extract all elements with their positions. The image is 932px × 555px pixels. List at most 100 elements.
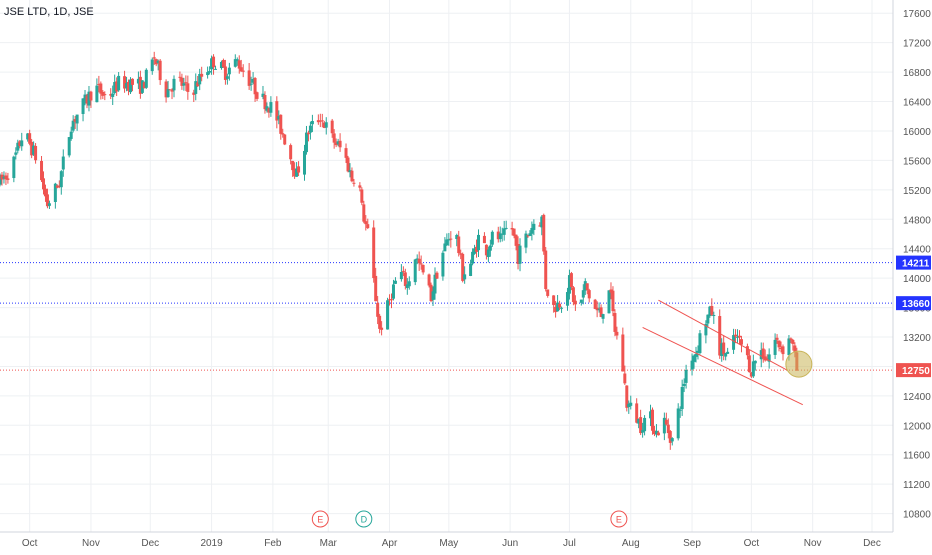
candle-body (251, 78, 255, 83)
candle-body (348, 170, 352, 173)
event-badge (610, 510, 628, 528)
candle-body (609, 289, 613, 293)
candle-body (156, 60, 160, 63)
candle-body (233, 59, 237, 67)
candle-body (597, 309, 601, 311)
candle-body (652, 430, 656, 435)
candle-body (427, 274, 431, 286)
candle-body (524, 233, 528, 248)
candle-body (101, 91, 105, 96)
candle-body (684, 369, 688, 383)
price-tick-label: 16400 (903, 98, 931, 109)
candle-body (144, 69, 148, 88)
candle-body (767, 354, 771, 362)
event-label: E (317, 515, 323, 525)
candle-body (210, 58, 214, 70)
candle-body (295, 168, 299, 177)
candle-body (518, 245, 522, 264)
candle-body (310, 121, 314, 125)
candle-body (749, 372, 753, 377)
candle-body (170, 90, 174, 92)
candle-body (787, 338, 791, 356)
candle-body (680, 387, 684, 410)
candle-body (196, 82, 200, 87)
candle-body (42, 178, 45, 190)
time-tick-label: Oct (22, 538, 38, 549)
candle-body (263, 95, 267, 110)
candle-body (154, 59, 158, 65)
candle-body (457, 236, 461, 254)
candle-body (722, 342, 726, 355)
candle-body (89, 91, 93, 101)
candle-body (732, 335, 736, 350)
candle-body (152, 57, 156, 59)
candle-body (172, 78, 176, 91)
candle-body (459, 253, 463, 255)
candle-body (374, 275, 378, 302)
highlight-marker (785, 350, 813, 378)
price-axis: 1080011200116001200012400128001320013600… (892, 0, 931, 532)
candle-body (61, 156, 65, 170)
candle-body (219, 61, 223, 69)
price-tick-label: 10800 (903, 510, 931, 521)
candle-body (419, 263, 423, 265)
candle-body (164, 81, 168, 98)
candle-body (212, 56, 216, 68)
candle-body (16, 142, 20, 151)
candle-body (461, 253, 465, 281)
candle-body (32, 145, 36, 155)
candle-body (678, 409, 682, 411)
candle-body (71, 120, 75, 131)
candle-body (136, 78, 140, 84)
candle-body (269, 102, 273, 113)
time-tick-label: Apr (382, 538, 398, 549)
candle-body (516, 244, 520, 264)
candle-body (583, 281, 587, 291)
candle-body (192, 92, 196, 95)
candle-body (538, 225, 542, 227)
candle-body (625, 385, 629, 408)
candle-body (138, 76, 142, 94)
candle-body (510, 228, 514, 230)
candle-body (777, 340, 781, 348)
candle-body (475, 246, 479, 252)
candle-body (83, 94, 87, 100)
candle-body (759, 350, 763, 360)
candle-body (18, 141, 22, 146)
candle-body (532, 223, 536, 230)
candle-body (40, 160, 44, 181)
candle-body (565, 292, 569, 306)
candle-body (352, 182, 356, 184)
candle-body (399, 271, 403, 280)
candle-body (569, 273, 573, 288)
candle-body (477, 234, 480, 251)
candle-body (775, 337, 779, 340)
candle-body (330, 120, 334, 134)
candle-body (362, 204, 366, 222)
candle-body (720, 343, 724, 357)
candle-body (117, 75, 121, 91)
candle-body (435, 272, 439, 279)
candle-body (57, 185, 61, 188)
candle-body (380, 327, 384, 330)
time-tick-label: Dec (141, 538, 159, 549)
candle-body (447, 239, 451, 241)
candle-body (554, 306, 558, 313)
candle-body (281, 133, 285, 135)
time-tick-label: May (439, 538, 458, 549)
candle-body (666, 424, 670, 434)
candle-body (235, 59, 239, 62)
candle-body (6, 178, 10, 180)
candle-body (747, 355, 751, 373)
channel-upper-line (658, 299, 788, 371)
candle-body (611, 290, 615, 312)
candle-body (97, 83, 101, 85)
candle-body (55, 185, 59, 188)
price-tick-label: 16000 (903, 127, 931, 138)
candle-body (47, 203, 51, 206)
candle-body (95, 85, 99, 103)
candle-body (123, 76, 127, 89)
candle-body (773, 339, 777, 355)
candle-body (103, 94, 107, 96)
